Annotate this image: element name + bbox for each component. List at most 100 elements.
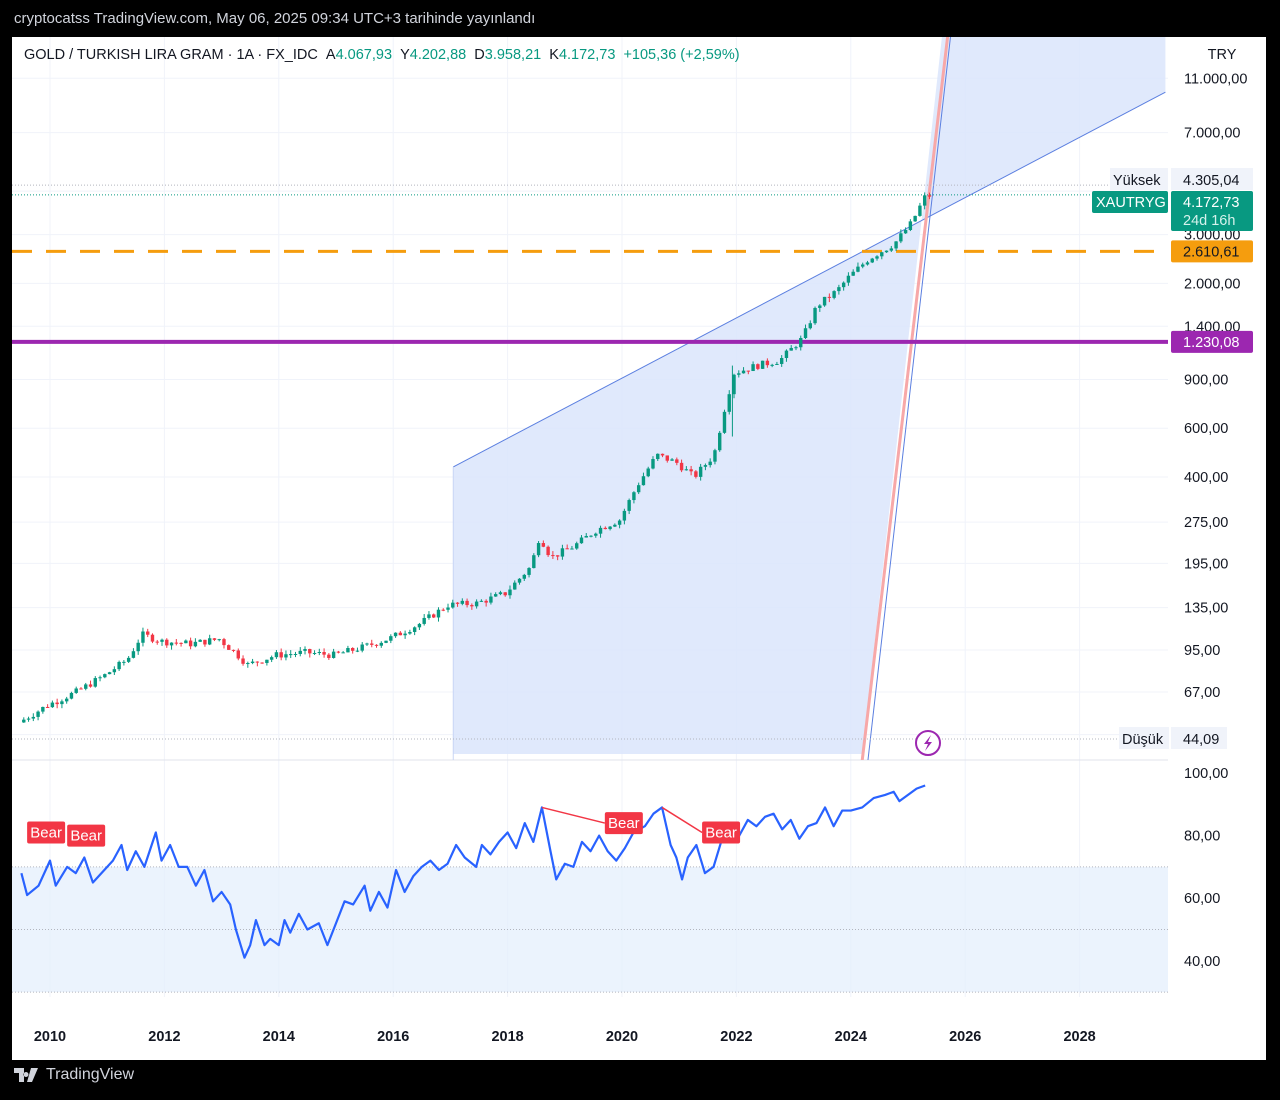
candle-body [689, 469, 693, 472]
candle-body [927, 195, 932, 197]
candle-body [646, 468, 650, 477]
channel-fill [453, 37, 1166, 754]
candle-body [737, 373, 741, 375]
candle-body [103, 674, 107, 678]
close-value: 4.172,73 [558, 47, 616, 63]
candle-body [169, 642, 174, 646]
candle-body [331, 651, 336, 658]
candle-body [126, 657, 131, 662]
low-value-box [1171, 727, 1227, 749]
time-tick-label: 2028 [1063, 1029, 1095, 1045]
candle-body [732, 374, 736, 395]
candle-body [379, 642, 383, 646]
orange-level-label: 2.610,61 [1183, 244, 1239, 260]
candle-body [660, 453, 665, 456]
candle-body [117, 661, 121, 670]
candle-body [460, 600, 465, 604]
candle-body [751, 364, 755, 372]
orange-level-label-box [1171, 240, 1253, 263]
symbol-title[interactable]: GOLD / TURKISH LIRA GRAM · 1A · FX_IDC [24, 47, 318, 63]
tradingview-logo-icon [14, 1067, 40, 1083]
candle-body [527, 568, 531, 575]
candle-body [155, 641, 159, 643]
candle-body [303, 649, 307, 651]
time-tick-label: 2026 [949, 1029, 981, 1045]
candle-body [889, 248, 894, 251]
candle-body [327, 654, 331, 658]
candle-body [222, 639, 226, 646]
bear-label-box [27, 821, 66, 844]
candle-body [55, 702, 59, 705]
candle-body [22, 719, 26, 723]
candle-body [551, 555, 555, 557]
candle-body [141, 631, 145, 643]
time-tick-label: 2016 [377, 1029, 409, 1045]
publish-caption: cryptocatss TradingView.com, May 06, 202… [14, 10, 536, 27]
candle-body [865, 262, 870, 265]
candle-body [841, 282, 846, 288]
candle-body [903, 230, 908, 234]
last-price-box [1171, 191, 1253, 231]
candle-body [589, 535, 593, 537]
candles [22, 192, 941, 756]
candle-body [346, 648, 350, 653]
candle-body [370, 643, 374, 645]
candle-body [374, 644, 379, 646]
candle-body [546, 546, 550, 556]
candle-body [532, 555, 536, 569]
candle-body [508, 589, 512, 596]
chart-panel[interactable]: Bear Bear Bear Bear 11.000,00 7.000,00 3.000,… [12, 37, 1266, 1060]
candle-body [79, 688, 83, 690]
candle-body [427, 614, 431, 618]
tradingview-brand[interactable]: TradingView [14, 1066, 134, 1084]
chart-canvas[interactable]: Bear Bear Bear Bear 11.000,00 7.000,00 3.000,… [12, 37, 1266, 1060]
time-tick-label: 2014 [263, 1029, 295, 1045]
bear-label-box [67, 824, 106, 847]
candle-body [636, 485, 641, 493]
high-value-box [1171, 168, 1253, 190]
candle-body [160, 639, 164, 642]
candle-body [193, 641, 198, 647]
candle-body [122, 661, 126, 663]
candle-body [107, 672, 112, 675]
candle-body [350, 648, 355, 651]
fan-line-blue [867, 37, 951, 760]
candle-body [627, 500, 631, 511]
candle-body [365, 643, 369, 645]
candle-body [26, 718, 31, 720]
candle-body [50, 702, 55, 708]
channel-drawing [452, 37, 1166, 760]
candle-body [722, 411, 727, 433]
bear-label-text: Bear [705, 824, 737, 841]
candle-body [441, 609, 445, 611]
time-tick-label: 2018 [491, 1029, 523, 1045]
candle-body [284, 654, 288, 658]
countdown: 24d 16h [1183, 213, 1235, 229]
candle-body [727, 394, 731, 412]
candle-body [513, 582, 517, 590]
time-tick-label: 2020 [606, 1029, 638, 1045]
time-tick-label: 2024 [835, 1029, 867, 1045]
candle-body [188, 640, 193, 647]
price-tick-label: 2.000,00 [1184, 276, 1240, 292]
candle-body [622, 510, 627, 521]
candle-body [436, 609, 441, 618]
candle-body [74, 688, 78, 693]
candle-body [560, 548, 565, 557]
bear-label: Bear [702, 821, 741, 844]
candle-body [165, 639, 169, 646]
candle-body [632, 492, 636, 501]
candle-body [489, 596, 493, 603]
candle-body [913, 215, 917, 222]
fan-line-red [860, 37, 950, 760]
ticker-box [1092, 191, 1168, 213]
time-axis: 2010 2012 2014 2016 2018 2020 2022 2024 2026 2028 [34, 1029, 1096, 1045]
candle-body [517, 578, 522, 583]
candle-body [403, 633, 407, 636]
candle-body [260, 662, 264, 664]
candle-body [746, 370, 751, 372]
ticker-label: XAUTRYG [1096, 195, 1166, 211]
currency-label[interactable]: TRY [1207, 47, 1237, 63]
bear-label: Bear [67, 824, 106, 847]
candle-body [317, 652, 322, 654]
